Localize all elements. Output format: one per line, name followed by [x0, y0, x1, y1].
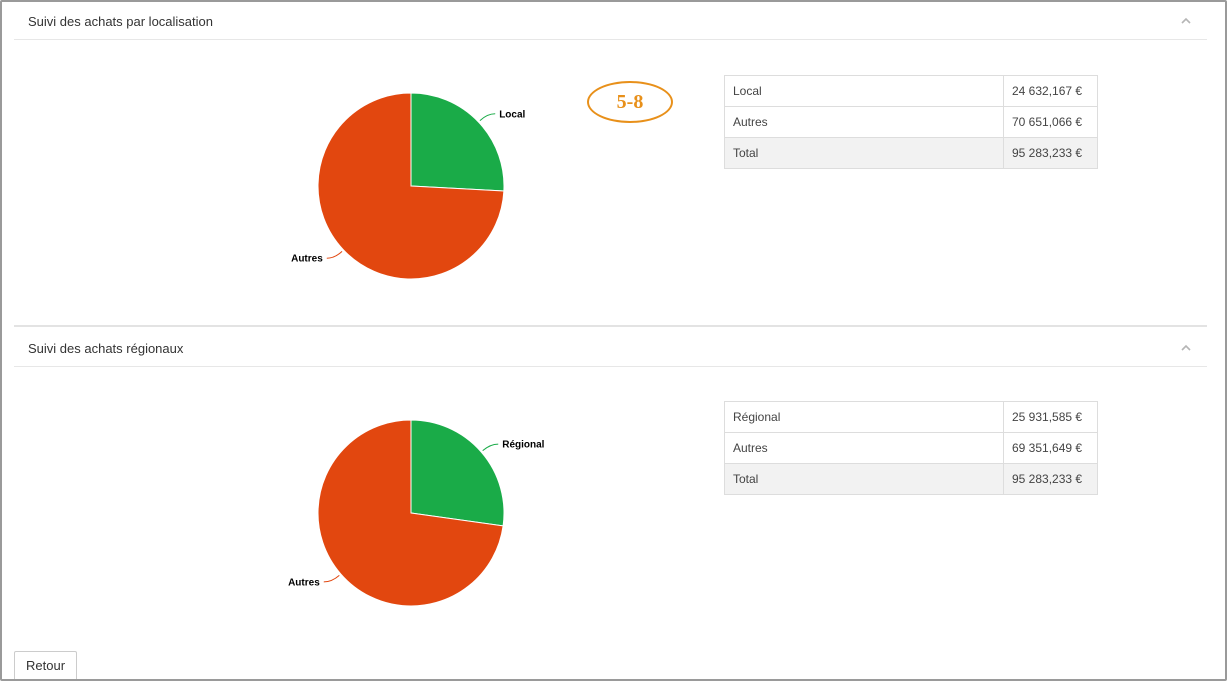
pie-slice-autres[interactable] [317, 92, 505, 280]
location-table: Local 24 632,167 € Autres 70 651,066 € T… [724, 75, 1098, 169]
pie-slice-régional[interactable] [410, 419, 505, 527]
pie-leader-line [479, 113, 496, 122]
table-cell-value: 95 283,233 € [1003, 137, 1098, 169]
pie-chart-location: Local Autres [291, 92, 526, 280]
chevron-up-icon[interactable] [1179, 341, 1193, 355]
pie-chart-regional: Régional Autres [288, 419, 545, 607]
table-cell-label: Total [724, 463, 1004, 495]
table-cell-value: 70 651,066 € [1003, 106, 1098, 138]
chevron-up-icon[interactable] [1179, 14, 1193, 28]
table-row: Régional 25 931,585 € [724, 401, 1098, 433]
panel-title: Suivi des achats par localisation [28, 13, 213, 29]
pie-label: Autres [288, 577, 320, 588]
table-cell-label: Total [724, 137, 1004, 169]
panel-title: Suivi des achats régionaux [28, 340, 184, 356]
panel-regional-purchases: Suivi des achats régionaux Régional Autre… [14, 330, 1207, 630]
table-row-total: Total 95 283,233 € [724, 137, 1098, 169]
panel-header: Suivi des achats par localisation [14, 3, 1207, 40]
table-cell-label: Local [724, 75, 1004, 107]
table-cell-value: 95 283,233 € [1003, 463, 1098, 495]
table-cell-label: Autres [724, 106, 1004, 138]
pie-leader-line [326, 250, 343, 259]
regional-table: Régional 25 931,585 € Autres 69 351,649 … [724, 401, 1098, 495]
table-row-total: Total 95 283,233 € [724, 463, 1098, 495]
table-row: Local 24 632,167 € [724, 75, 1098, 107]
table-cell-value: 24 632,167 € [1003, 75, 1098, 107]
pie-slice-local[interactable] [410, 92, 505, 192]
table-row: Autres 69 351,649 € [724, 432, 1098, 464]
table-cell-label: Régional [724, 401, 1004, 433]
pie-label: Autres [291, 254, 323, 265]
pie-label: Régional [502, 440, 544, 451]
annotation-badge: 5-8 [587, 81, 673, 123]
table-row: Autres 70 651,066 € [724, 106, 1098, 138]
table-cell-value: 25 931,585 € [1003, 401, 1098, 433]
back-button[interactable]: Retour [14, 651, 78, 679]
table-cell-value: 69 351,649 € [1003, 432, 1098, 464]
pie-slice-autres[interactable] [317, 419, 504, 607]
pie-label: Local [499, 109, 525, 120]
panel-purchases-by-location: Suivi des achats par localisation Local A… [14, 3, 1207, 327]
table-cell-label: Autres [724, 432, 1004, 464]
pie-leader-line [323, 574, 340, 583]
panel-header: Suivi des achats régionaux [14, 330, 1207, 367]
pie-leader-line [482, 443, 499, 452]
